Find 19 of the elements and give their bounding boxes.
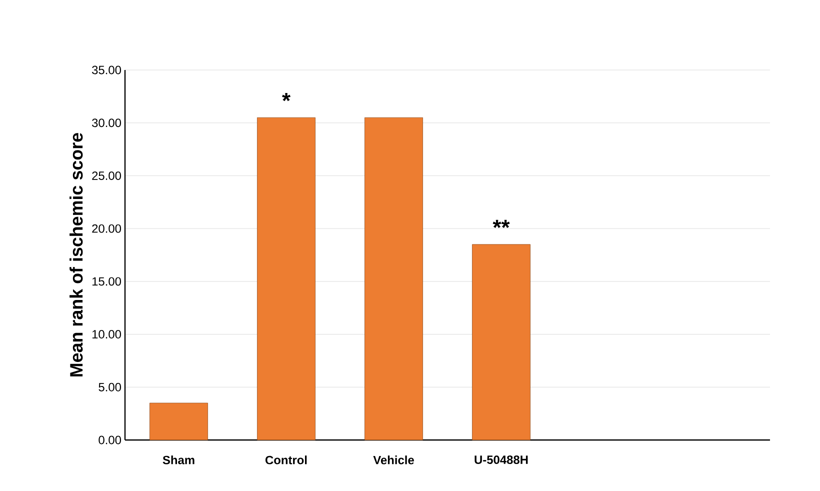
annotation: * (282, 92, 291, 102)
y-tick-label: 0.00 (98, 436, 122, 444)
y-tick-label: 35.00 (92, 66, 122, 74)
bar (364, 117, 423, 440)
x-tick-label: Vehicle (373, 456, 414, 464)
bar (257, 117, 316, 440)
bar (150, 402, 208, 440)
y-tick-label: 25.00 (92, 171, 122, 180)
x-tick-label: Control (265, 456, 307, 464)
y-tick-label: 15.00 (92, 277, 122, 286)
x-tick-label: Sham (162, 456, 194, 464)
y-tick-label: 30.00 (92, 118, 122, 128)
annotation: ** (492, 220, 510, 228)
y-axis-title: Mean rank of ischemic score (70, 133, 83, 376)
y-tick-label: 20.00 (92, 224, 122, 233)
x-tick-label: U-50488H (474, 456, 528, 464)
bar (472, 244, 530, 440)
y-tick-label: 10.00 (92, 330, 122, 339)
y-tick-label: 5.00 (98, 382, 122, 392)
